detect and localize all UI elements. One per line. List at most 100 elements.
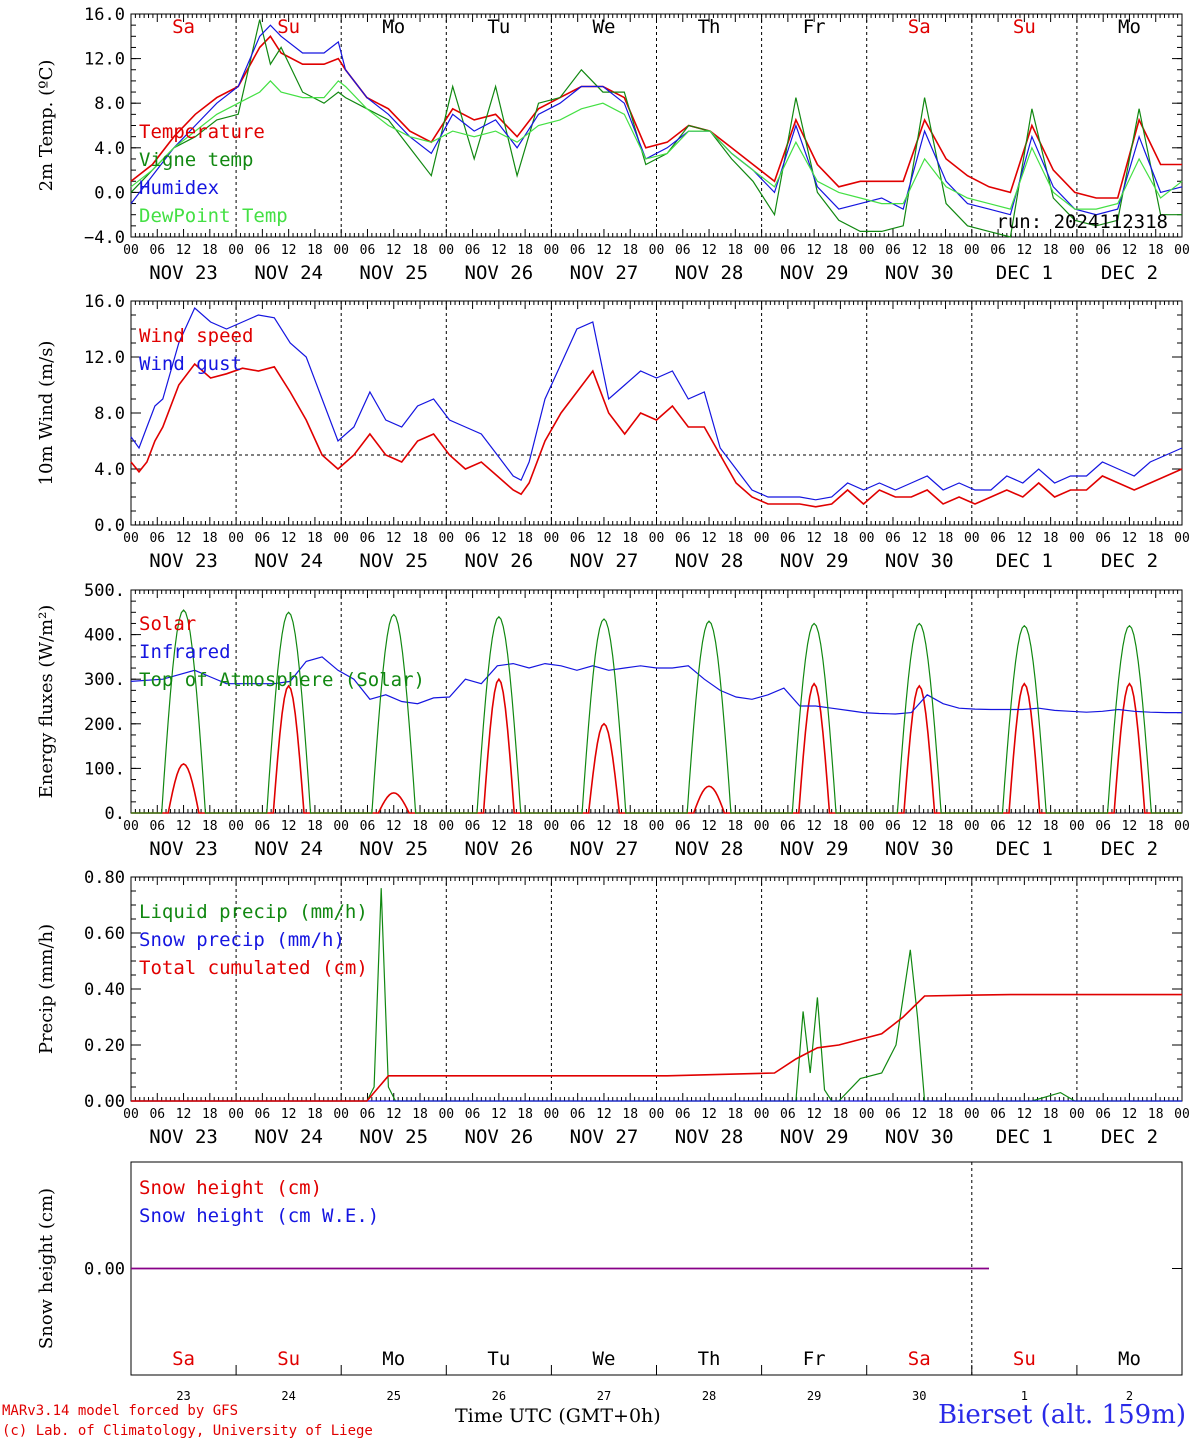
energy-series-infrared <box>130 656 1182 715</box>
energy-hour-label: 06 <box>990 819 1006 834</box>
temp-weekday-label: Fr <box>803 16 826 38</box>
precip-hour-label: 06 <box>570 1107 586 1122</box>
energy-date-label: DEC 1 <box>996 838 1053 860</box>
temp-hour-label: 00 <box>123 243 139 258</box>
snow-weekday-label: Mo <box>382 1348 405 1370</box>
energy-date-label: NOV 24 <box>254 838 323 860</box>
snow-day-number: 28 <box>702 1389 716 1403</box>
precip-date-label: DEC 1 <box>996 1126 1053 1148</box>
snow-weekday-label: Fr <box>803 1348 826 1370</box>
temp-hour-label: 12 <box>176 243 192 258</box>
energy-legend-solar: Solar <box>139 613 196 635</box>
precip-date-label: NOV 27 <box>570 1126 639 1148</box>
wind-date-label: NOV 25 <box>359 550 428 572</box>
temp-hour-label: 00 <box>438 243 454 258</box>
temp-weekday-label: Su <box>1013 16 1036 38</box>
station-name: Bierset (alt. 159m) <box>937 1400 1186 1430</box>
temp-hour-label: 00 <box>964 243 980 258</box>
wind-hour-label: 18 <box>727 531 743 546</box>
snow-day-number: 1 <box>1021 1389 1028 1403</box>
model-credit: MARv3.14 model forced by GFS (c) Lab. of… <box>2 1401 373 1440</box>
temp-hour-label: 18 <box>833 243 849 258</box>
temp-hour-label: 00 <box>544 243 560 258</box>
temp-weekday-label: We <box>593 16 616 38</box>
temp-hour-label: 06 <box>675 243 691 258</box>
temp-series-vigne-temp <box>130 19 1182 238</box>
wind-hour-label: 18 <box>938 531 954 546</box>
energy-hour-label: 00 <box>1069 819 1085 834</box>
wind-date-label: NOV 28 <box>675 550 744 572</box>
precip-y-tick-label: 0.80 <box>84 868 125 888</box>
snow-day-number: 25 <box>387 1389 401 1403</box>
precip-hour-label: 18 <box>517 1107 533 1122</box>
temp-legend-temperature: Temperature <box>139 121 265 143</box>
wind-hour-label: 12 <box>491 531 507 546</box>
precip-date-label: NOV 26 <box>465 1126 534 1148</box>
temp-date-label: NOV 29 <box>780 262 849 284</box>
temp-hour-label: 06 <box>885 243 901 258</box>
energy-hour-label: 06 <box>360 819 376 834</box>
precip-hour-label: 12 <box>491 1107 507 1122</box>
wind-hour-label: 18 <box>517 531 533 546</box>
wind-hour-label: 12 <box>1122 531 1138 546</box>
temp-hour-label: 00 <box>1174 243 1190 258</box>
energy-hour-label: 00 <box>859 819 875 834</box>
snow-legend-snow-height-cm-w-e-: Snow height (cm W.E.) <box>139 1205 379 1227</box>
energy-y-axis-label: Energy fluxes (W/m²) <box>36 605 57 799</box>
x-axis-label: Time UTC (GMT+0h) <box>455 1405 661 1427</box>
precip-y-tick-label: 0.20 <box>84 1036 125 1056</box>
energy-hour-label: 12 <box>701 819 717 834</box>
energy-hour-label: 18 <box>1043 819 1059 834</box>
snow-weekday-label: We <box>593 1348 616 1370</box>
temp-hour-label: 06 <box>255 243 271 258</box>
energy-hour-label: 12 <box>806 819 822 834</box>
energy-hour-label: 00 <box>964 819 980 834</box>
energy-date-label: NOV 29 <box>780 838 849 860</box>
energy-hour-label: 00 <box>333 819 349 834</box>
wind-legend-wind-gust: Wind gust <box>139 353 242 375</box>
precip-hour-label: 06 <box>149 1107 165 1122</box>
temp-date-label: NOV 24 <box>254 262 323 284</box>
precip-hour-label: 18 <box>1043 1107 1059 1122</box>
energy-date-label: NOV 23 <box>149 838 218 860</box>
precip-series-total-cumulated-cm- <box>131 993 1182 1102</box>
precip-date-label: NOV 28 <box>675 1126 744 1148</box>
temp-legend-humidex: Humidex <box>139 177 219 199</box>
precip-hour-label: 00 <box>1174 1107 1190 1122</box>
energy-date-label: DEC 2 <box>1101 838 1158 860</box>
wind-date-label: NOV 29 <box>780 550 849 572</box>
wind-series-wind-speed <box>130 362 1183 508</box>
panel-precip <box>130 876 1183 1102</box>
wind-hour-label: 18 <box>202 531 218 546</box>
energy-hour-label: 18 <box>202 819 218 834</box>
wind-hour-label: 18 <box>1043 531 1059 546</box>
panel-temp <box>130 13 1183 238</box>
energy-hour-label: 00 <box>754 819 770 834</box>
precip-date-label: NOV 23 <box>149 1126 218 1148</box>
temp-hour-label: 00 <box>1069 243 1085 258</box>
snow-day-number: 2 <box>1126 1389 1133 1403</box>
energy-hour-label: 18 <box>622 819 638 834</box>
temp-weekday-label: Th <box>698 16 721 38</box>
temp-legend-dewpoint-temp: DewPoint Temp <box>139 205 288 227</box>
energy-y-tick-label: 400. <box>84 626 125 646</box>
wind-hour-label: 06 <box>675 531 691 546</box>
snow-weekday-label: Th <box>698 1348 721 1370</box>
wind-hour-label: 06 <box>149 531 165 546</box>
wind-hour-label: 06 <box>885 531 901 546</box>
temp-weekday-label: Su <box>277 16 300 38</box>
precip-hour-label: 18 <box>727 1107 743 1122</box>
energy-legend-infrared: Infrared <box>139 641 231 663</box>
temp-series-temperature <box>130 35 1182 199</box>
wind-hour-label: 18 <box>622 531 638 546</box>
energy-hour-label: 18 <box>833 819 849 834</box>
precip-hour-label: 18 <box>938 1107 954 1122</box>
energy-hour-label: 18 <box>412 819 428 834</box>
energy-y-tick-label: 0. <box>105 804 125 824</box>
wind-legend-wind-speed: Wind speed <box>139 325 253 347</box>
energy-hour-label: 06 <box>675 819 691 834</box>
precip-y-tick-label: 0.00 <box>84 1092 125 1112</box>
precip-hour-label: 00 <box>333 1107 349 1122</box>
energy-hour-label: 12 <box>911 819 927 834</box>
